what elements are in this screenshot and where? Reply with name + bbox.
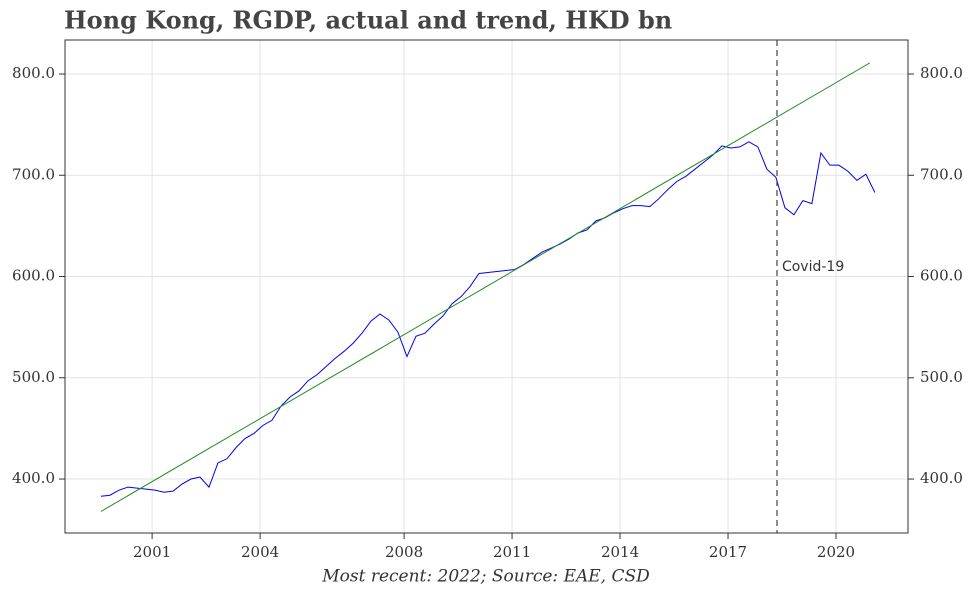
y2-tick-label: 700.0 bbox=[920, 165, 963, 183]
x-tick-label: 2011 bbox=[493, 543, 531, 561]
x-tick-label: 2001 bbox=[133, 543, 171, 561]
chart-title: Hong Kong, RGDP, actual and trend, HKD b… bbox=[64, 6, 672, 35]
y2-tick-label: 400.0 bbox=[920, 469, 963, 487]
x-tick-label: 2008 bbox=[385, 543, 423, 561]
y2-tick-label: 600.0 bbox=[920, 267, 963, 285]
y2-tick-label: 500.0 bbox=[920, 368, 963, 386]
data-line bbox=[100, 141, 876, 497]
x-tick-label: 2020 bbox=[817, 543, 855, 561]
x-tick-label: 2014 bbox=[601, 543, 639, 561]
plot-frame bbox=[64, 39, 909, 534]
y-tick-label: 700.0 bbox=[12, 165, 55, 183]
data-line bbox=[100, 62, 871, 512]
y-tick-label: 500.0 bbox=[12, 368, 55, 386]
x-tick-label: 2017 bbox=[709, 543, 747, 561]
annotation: Covid-19 bbox=[782, 259, 844, 275]
y2-tick-label: 800.0 bbox=[920, 64, 963, 82]
y-tick-label: 400.0 bbox=[12, 469, 55, 487]
y-tick-label: 600.0 bbox=[12, 267, 55, 285]
y-tick-label: 800.0 bbox=[12, 64, 55, 82]
footnote: Most recent: 2022; Source: EAE, CSD bbox=[321, 567, 650, 587]
x-tick-label: 2004 bbox=[241, 543, 279, 561]
